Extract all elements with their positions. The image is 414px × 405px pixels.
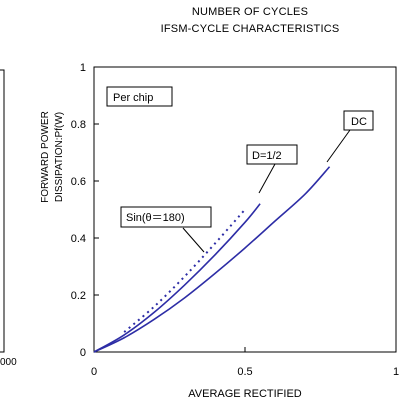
dc-label: DC [351, 116, 367, 128]
d-half-label: D=1/2 [252, 150, 282, 162]
left-tick-fragment: 000 [0, 357, 17, 368]
x-tick-label: 0 [91, 366, 97, 378]
y-tick-label: 0.6 [71, 176, 86, 188]
sin-label: Sin(θ＝180) [126, 212, 185, 224]
chart-title-line2: IFSM-CYCLE CHARACTERISTICS [160, 23, 340, 35]
x-tick-label: 0.5 [237, 366, 252, 378]
x-axis-label: AVERAGE RECTIFIED [188, 388, 302, 400]
sin-annotation: Sin(θ＝180) [120, 206, 212, 253]
series-line-2 [123, 208, 246, 333]
y-tick-label: 0.4 [71, 233, 86, 245]
series-line-1 [93, 203, 261, 353]
y-tick-label: 0.8 [71, 119, 86, 131]
left-ylabel-line1: FORWARD POWER [40, 111, 51, 203]
y-tick-label: 1 [80, 62, 86, 74]
y-tick-label: 0 [80, 347, 86, 359]
y-tick-label: 0.2 [71, 290, 86, 302]
curves [93, 166, 331, 353]
dc-annotation: DC [326, 110, 374, 163]
chart-title-line1: NUMBER OF CYCLES [191, 6, 309, 18]
y-axis-ticks: 0 0.2 0.4 0.6 0.8 1 [71, 62, 99, 359]
per-chip-label: Per chip [113, 92, 153, 104]
x-tick-label: 1 [393, 366, 399, 378]
left-ylabel-line2: DISSIPATION:Pf(W) [54, 112, 65, 202]
d-half-annotation: D=1/2 [246, 144, 298, 194]
x-axis-ticks: 0 0.5 1 [91, 347, 399, 378]
left-chart-frame-edge [0, 69, 5, 353]
per-chip-annotation: Per chip [106, 86, 173, 107]
series-line-0 [93, 166, 331, 353]
